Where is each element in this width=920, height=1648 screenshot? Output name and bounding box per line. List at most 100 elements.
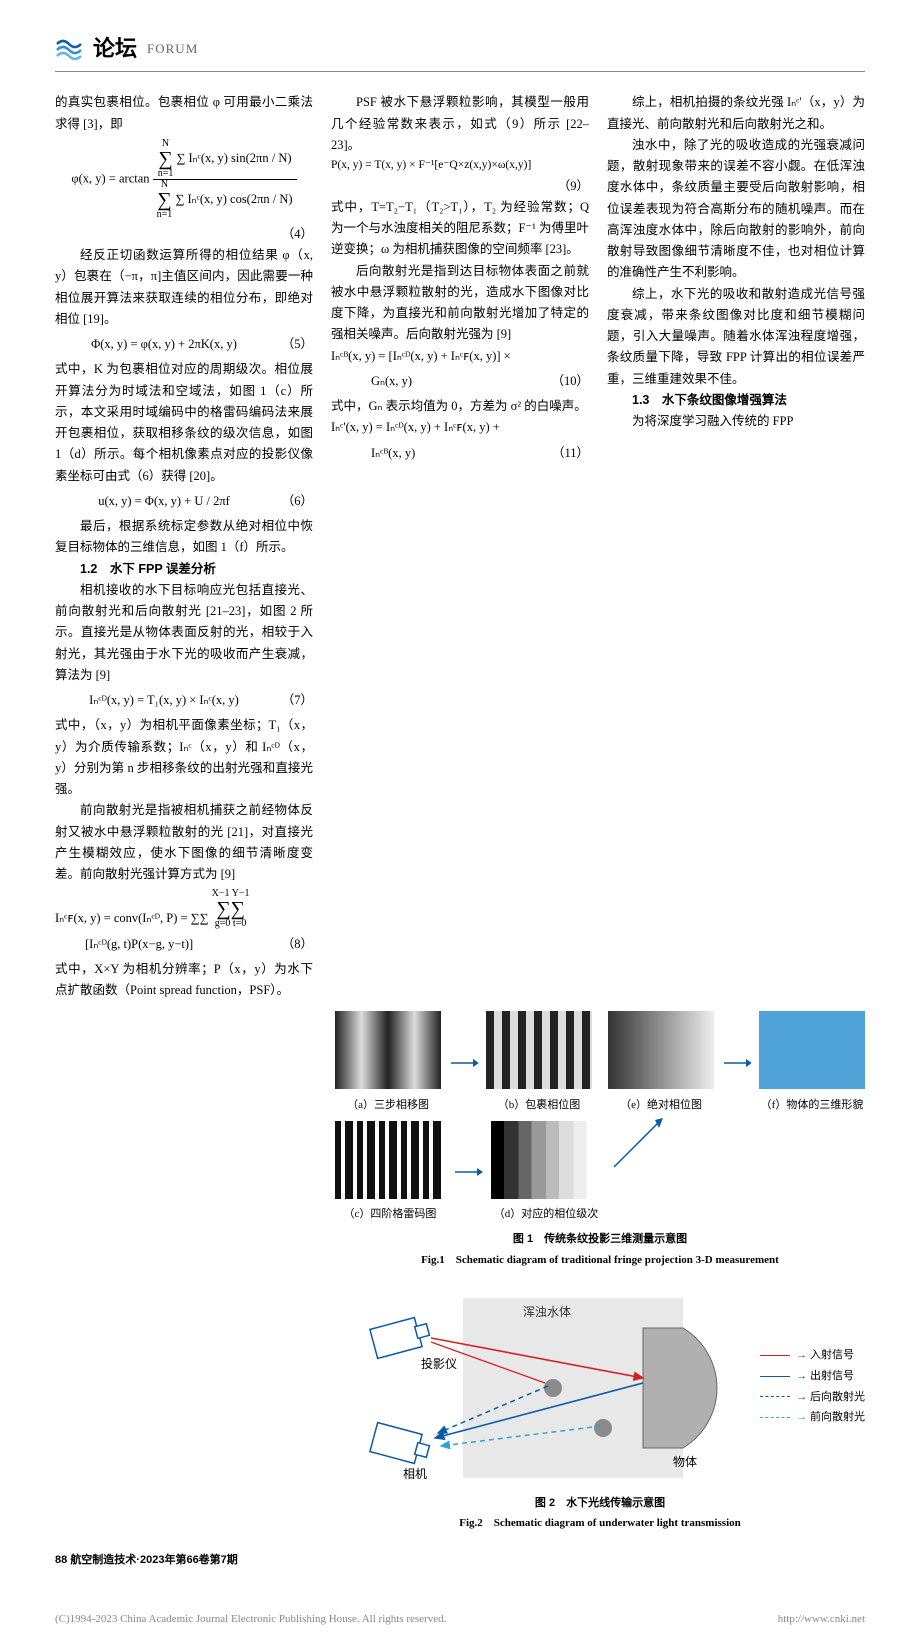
eq7-num: （7）: [273, 690, 313, 711]
equation-6: u(x, y) = Φ(x, y) + U / 2πf （6）: [55, 491, 313, 512]
page-number: 88: [55, 1554, 67, 1566]
eq4-lim-bot-d: n=1: [157, 209, 173, 220]
eq6-num: （6）: [273, 491, 313, 512]
fig2-camera-label: 相机: [403, 1467, 427, 1481]
eq10-line2: Gₙ(x, y): [331, 371, 549, 392]
c1-p8: 式中，X×Y 为相机分辨率；P（x，y）为水下点扩散函数（Point sprea…: [55, 959, 313, 1002]
fig1-f-img: [759, 1011, 865, 1089]
eq10-body: Iₙᶜᴮ(x, y) = [Iₙᶜᴰ(x, y) + Iₙᶜꜰ(x, y)] ×: [331, 346, 589, 367]
fig1-b-img: [486, 1011, 592, 1089]
c1-p5: 相机接收的水下目标响应光包括直接光、前向散射光和后向散射光 [21–23]，如图…: [55, 580, 313, 686]
equation-5: Φ(x, y) = φ(x, y) + 2πK(x, y) （5）: [55, 334, 313, 355]
fig1-caption-en: Fig.1 Schematic diagram of traditional f…: [335, 1251, 865, 1270]
eq11-num: （11）: [549, 443, 589, 464]
page-header: 论坛 FORUM: [55, 30, 865, 72]
eq4-denominator: ∑ Iₙᶜ(x, y) cos(2πn / N): [175, 192, 292, 206]
legend-forwardscatter: → 前向散射光: [760, 1408, 865, 1427]
fig1-c-img: [335, 1121, 445, 1199]
arrow-diag-icon: [609, 1112, 669, 1172]
eq7-body: Iₙᶜᴰ(x, y) = T₁(x, y) × Iₙᶜ(x, y): [55, 690, 273, 711]
fig1-c-label: （c）四阶格雷码图: [335, 1205, 445, 1224]
copyright-text: (C)1994-2023 China Academic Journal Elec…: [55, 1610, 446, 1629]
c3-p4: 为将深度学习融入传统的 FPP: [607, 411, 865, 432]
eq6-body: u(x, y) = Φ(x, y) + U / 2πf: [55, 491, 273, 512]
eq4-lim-bot-n: n=1: [158, 168, 174, 179]
fig2-water-label: 浑浊水体: [523, 1305, 571, 1319]
legend-backscatter: → 后向散射光: [760, 1388, 865, 1407]
c1-p4: 最后，根据系统标定参数从绝对相位中恢复目标物体的三维信息，如图 1（f）所示。: [55, 516, 313, 559]
c2-p3: 后向散射光是指到达目标物体表面之前就被水中悬浮颗粒散射的光，造成水下图像对比度下…: [331, 261, 589, 346]
legend-incident: → 入射信号: [760, 1346, 865, 1365]
fig1-b-label: （b）包裹相位图: [486, 1096, 592, 1115]
eq11-body: Iₙᶜ'(x, y) = Iₙᶜᴰ(x, y) + Iₙᶜꜰ(x, y) +: [331, 417, 589, 438]
eq4-prefix: φ(x, y) = arctan: [71, 171, 149, 185]
eq10-num: （10）: [549, 371, 589, 392]
eq9-body: P(x, y) = T(x, y) × F⁻¹[e⁻Q×z(x,y)×ω(x,y…: [331, 156, 589, 176]
fig2-caption: 图 2 水下光线传输示意图 Fig.2 Schematic diagram of…: [335, 1494, 865, 1533]
arrow-icon: [453, 1162, 483, 1182]
c1-p7: 前向散射光是指被相机捕获之前经物体反射又被水中悬浮颗粒散射的光 [21]，对直接…: [55, 800, 313, 885]
column-2: PSF 被水下悬浮颗粒影响，其模型一般用几个经验常数来表示，如式（9）所示 [2…: [331, 92, 589, 1001]
eq8-lim-b: g=0 t=0: [215, 918, 247, 929]
legend-fwd-text: 前向散射光: [810, 1408, 865, 1427]
fig2-projector-label: 投影仪: [421, 1356, 457, 1371]
fig2-legend: → 入射信号 → 出射信号 → 后向散射光 → 前向散射光: [760, 1346, 865, 1429]
c2-p4: 式中，Gₙ 表示均值为 0，方差为 σ² 的白噪声。: [331, 396, 589, 417]
legend-back-text: 后向散射光: [810, 1388, 865, 1407]
section-1-3-title: 1.3 水下条纹图像增强算法: [607, 390, 865, 411]
eq4-number: （4）: [55, 224, 313, 245]
fig1-caption: 图 1 传统条纹投影三维测量示意图 Fig.1 Schematic diagra…: [335, 1230, 865, 1269]
fig2-object: [643, 1328, 717, 1448]
fig1-a-img: [335, 1011, 441, 1089]
eq9-num: （9）: [331, 176, 589, 197]
copyright-url: http://www.cnki.net: [778, 1610, 865, 1629]
fig2-caption-cn: 图 2 水下光线传输示意图: [335, 1494, 865, 1513]
fig2-object-label: 物体: [673, 1455, 697, 1469]
arrow-icon: [722, 1053, 751, 1073]
section-1-2-title: 1.2 水下 FPP 误差分析: [55, 559, 313, 580]
eq5-body: Φ(x, y) = φ(x, y) + 2πK(x, y): [55, 334, 273, 355]
header-title-cn: 论坛: [93, 30, 137, 67]
fig1-d-img: [491, 1121, 601, 1199]
arrow-icon: [449, 1053, 478, 1073]
fig1-a-label: （a）三步相移图: [335, 1096, 441, 1115]
fig2-particle-1: [544, 1379, 562, 1397]
c1-p1: 的真实包裹相位。包裹相位 φ 可用最小二乘法求得 [3]，即: [55, 92, 313, 135]
equation-8: Iₙᶜꜰ(x, y) = conv(Iₙᶜᴰ, P) = ∑∑ X−1 Y−1∑…: [55, 889, 313, 955]
c3-p3: 综上，水下光的吸收和散射造成光信号强度衰减，带来条纹图像对比度和细节模糊问题，引…: [607, 284, 865, 390]
fig2-projector: [370, 1317, 430, 1358]
equation-10: Iₙᶜᴮ(x, y) = [Iₙᶜᴰ(x, y) + Iₙᶜꜰ(x, y)] ×…: [331, 346, 589, 393]
equation-9: P(x, y) = T(x, y) × F⁻¹[e⁻Q×z(x,y)×ω(x,y…: [331, 156, 589, 197]
c1-p6: 式中，（x，y）为相机平面像素坐标；T₁（x，y）为介质传输系数；Iₙᶜ（x，y…: [55, 715, 313, 800]
fig2-diagram: 浑浊水体 物体 投影仪 相机: [343, 1288, 743, 1488]
eq8-num: （8）: [273, 934, 313, 955]
c2-p2: 式中，T=T₂−T₁（T₂>T₁），T₂ 为经验常数；Q 为一个与水浊度相关的阻…: [331, 197, 589, 261]
equation-7: Iₙᶜᴰ(x, y) = T₁(x, y) × Iₙᶜ(x, y) （7）: [55, 690, 313, 711]
header-title-en: FORUM: [147, 38, 198, 60]
c2-p1: PSF 被水下悬浮颗粒影响，其模型一般用几个经验常数来表示，如式（9）所示 [2…: [331, 92, 589, 156]
eq8-body: Iₙᶜꜰ(x, y) = conv(Iₙᶜᴰ, P) = ∑∑: [55, 911, 209, 925]
fig2-caption-en: Fig.2 Schematic diagram of underwater li…: [335, 1514, 865, 1533]
copyright-bar: (C)1994-2023 China Academic Journal Elec…: [0, 1590, 920, 1648]
page-footer: 88 航空制造技术·2023年第66卷第7期: [55, 1551, 865, 1570]
equation-4: φ(x, y) = arctan N∑n=1 ∑ Iₙᶜ(x, y) sin(2…: [55, 139, 313, 220]
equation-11: Iₙᶜ'(x, y) = Iₙᶜᴰ(x, y) + Iₙᶜꜰ(x, y) + I…: [331, 417, 589, 464]
figure-1: （a）三步相移图 （b）包裹相位图 （e）绝对相位图 （f）物体的三维形貌 （c…: [335, 1011, 865, 1269]
c1-p2: 经反正切函数运算所得的相位结果 φ（x, y）包裹在（−π，π]主值区间内，因此…: [55, 245, 313, 330]
column-1: 的真实包裹相位。包裹相位 φ 可用最小二乘法求得 [3]，即 φ(x, y) =…: [55, 92, 313, 1001]
forum-wave-icon: [55, 36, 85, 62]
fig1-caption-cn: 图 1 传统条纹投影三维测量示意图: [335, 1230, 865, 1249]
eq8-line2: [Iₙᶜᴰ(g, t)P(x−g, y−t)]: [55, 934, 273, 955]
fig2-particle-2: [594, 1419, 612, 1437]
c3-p1: 综上，相机拍摄的条纹光强 Iₙᶜ'（x，y）为直接光、前向散射光和后向散射光之和…: [607, 92, 865, 135]
eq4-numerator: ∑ Iₙᶜ(x, y) sin(2πn / N): [176, 151, 291, 165]
eq5-num: （5）: [273, 334, 313, 355]
c1-p3: 式中，K 为包裹相位对应的周期级次。相位展开算法分为时域法和空域法，如图 1（c…: [55, 359, 313, 487]
fig1-d-label: （d）对应的相位级次: [491, 1205, 601, 1224]
fig1-f-label: （f）物体的三维形貌: [759, 1096, 865, 1115]
fig1-e-img: [608, 1011, 714, 1089]
main-columns: 的真实包裹相位。包裹相位 φ 可用最小二乘法求得 [3]，即 φ(x, y) =…: [55, 92, 865, 1001]
column-3: 综上，相机拍摄的条纹光强 Iₙᶜ'（x，y）为直接光、前向散射光和后向散射光之和…: [607, 92, 865, 1001]
journal-info: 航空制造技术·2023年第66卷第7期: [70, 1554, 238, 1566]
eq11-line2: Iₙᶜᴮ(x, y): [331, 443, 549, 464]
